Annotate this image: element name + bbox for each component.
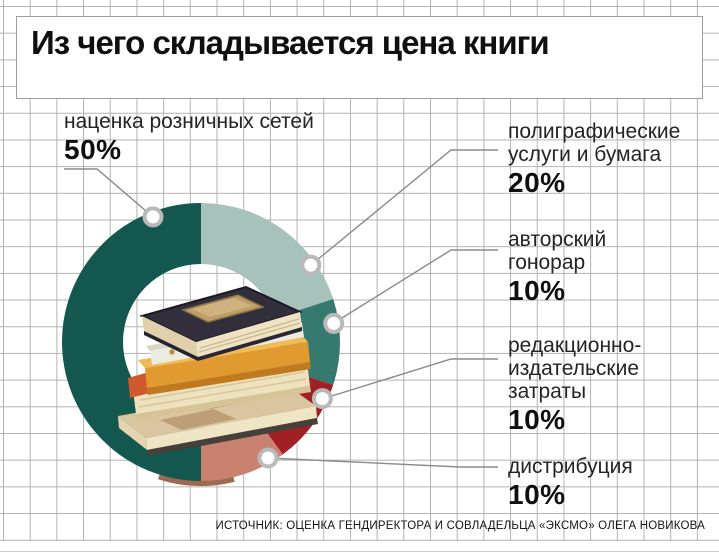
- label-percent: 10%: [508, 404, 566, 435]
- label-text: авторский: [508, 228, 607, 251]
- page-title: Из чего складывается цена книги: [31, 24, 550, 61]
- callout-line-4: [267, 457, 498, 468]
- callout-line-3: [321, 358, 498, 400]
- label-author-fee: авторский гонорар 10%: [508, 228, 708, 306]
- marker-4: [257, 447, 279, 469]
- label-editorial-costs: редакционно- издательские затраты 10%: [508, 334, 708, 435]
- label-percent: 10%: [508, 275, 566, 306]
- marker-0: [142, 206, 164, 228]
- label-printing-paper: полиграфические услуги и бумага 20%: [508, 120, 708, 198]
- title-card: Из чего складывается цена книги: [16, 16, 703, 99]
- label-text: издательские: [508, 357, 640, 380]
- label-text: гонорар: [508, 251, 586, 274]
- label-text: редакционно-: [508, 334, 642, 357]
- label-percent: 50%: [64, 134, 122, 165]
- label-text: дистрибуция: [508, 455, 633, 478]
- callout-markers: [142, 206, 345, 469]
- books-photo: [118, 285, 318, 456]
- label-retail-markup: наценка розничных сетей 50%: [64, 110, 364, 165]
- label-distribution: дистрибуция 10%: [508, 455, 708, 510]
- label-percent: 10%: [508, 479, 566, 510]
- segment-1: [201, 203, 334, 318]
- label-text: затраты: [508, 380, 587, 403]
- source-note: ИСТОЧНИК: ОЦЕНКА ГЕНДИРЕКТОРА И СОВЛАДЕЛ…: [215, 520, 705, 532]
- callout-line-1: [310, 149, 498, 266]
- callout-line-2: [333, 249, 498, 324]
- callout-line-0: [64, 168, 154, 218]
- label-percent: 20%: [508, 167, 566, 198]
- bottom-margin: [0, 541, 719, 552]
- marker-3: [311, 388, 333, 410]
- callout-lines: [64, 149, 498, 468]
- label-text: услуги и бумага: [508, 143, 662, 166]
- marker-1: [300, 254, 322, 276]
- segment-0: [62, 203, 201, 481]
- label-text: полиграфические: [508, 120, 681, 143]
- label-text: наценка розничных сетей: [64, 110, 314, 133]
- marker-2: [323, 312, 345, 334]
